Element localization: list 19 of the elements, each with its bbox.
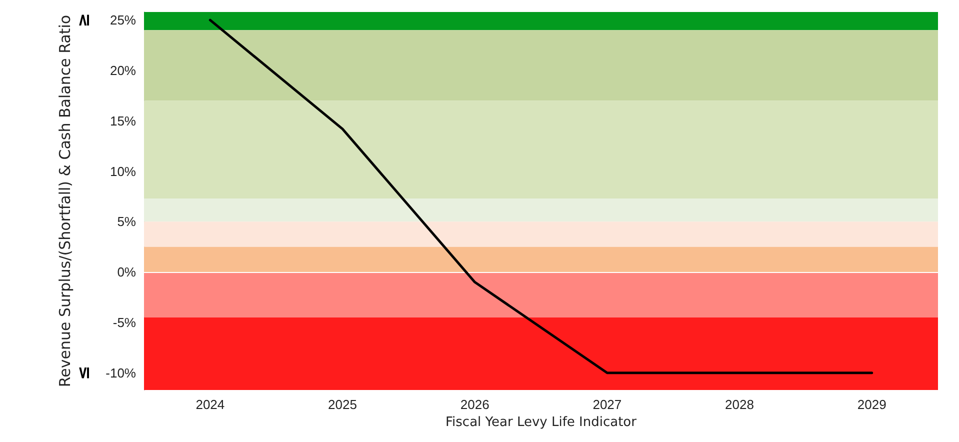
y-tick-label: 15% bbox=[110, 113, 136, 128]
x-tick-label: 2028 bbox=[725, 397, 754, 412]
line-series bbox=[208, 18, 874, 374]
y-tick-label: 25% bbox=[110, 12, 136, 28]
y-tick-label: 0% bbox=[117, 264, 136, 280]
x-axis-title: Fiscal Year Levy Life Indicator bbox=[446, 415, 638, 430]
y-tick-label: 5% bbox=[117, 214, 136, 230]
x-tick-label: 2024 bbox=[196, 397, 225, 412]
x-tick-label: 2027 bbox=[592, 397, 622, 412]
y-tick-label: -10% bbox=[106, 365, 136, 380]
x-tick-label: 2029 bbox=[857, 397, 886, 412]
y-axis-title: Revenue Surplus/(Shortfall) & Cash Balance Ratio bbox=[56, 14, 74, 388]
y-tick-label: -5% bbox=[112, 314, 136, 330]
y-tick-label: 20% bbox=[110, 62, 136, 78]
x-tick-label: 2025 bbox=[328, 397, 357, 412]
y-tick-label: 10% bbox=[110, 164, 136, 179]
text: ≤ bbox=[74, 366, 94, 380]
x-tick-label: 2026 bbox=[460, 397, 490, 412]
text: ≥ bbox=[74, 12, 94, 28]
